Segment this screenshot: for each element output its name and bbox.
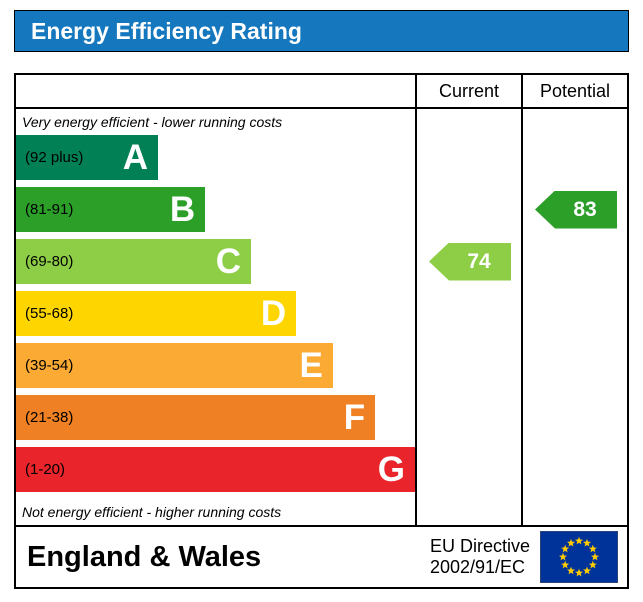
header-spacer [16, 75, 415, 107]
band-range-a: (92 plus) [25, 149, 84, 166]
band-row-d: (55-68) D [16, 291, 415, 336]
band-range-c: (69-80) [25, 253, 74, 270]
title-bar: Energy Efficiency Rating [14, 10, 629, 52]
band-letter-c: C [215, 242, 241, 281]
band-row-g: (1-20) G [16, 447, 415, 492]
band-range-e: (39-54) [25, 357, 74, 374]
band-letter-g: G [377, 450, 405, 489]
band-range-d: (55-68) [25, 305, 74, 322]
current-rating-value: 74 [467, 249, 491, 273]
band-bar-g: (1-20) G [16, 447, 415, 492]
band-bar-e: (39-54) E [16, 343, 333, 388]
region-label: England & Wales [27, 540, 262, 573]
band-letter-f: F [343, 398, 366, 437]
potential-rating-value: 83 [573, 197, 597, 221]
chart-header: Current Potential [16, 75, 627, 109]
eu-directive-label: EU Directive 2002/91/EC [430, 536, 540, 577]
band-row-e: (39-54) E [16, 343, 415, 388]
band-bar-a: (92 plus) A [16, 135, 159, 180]
current-rating-pointer: 74 [429, 242, 511, 281]
band-bar-f: (21-38) F [16, 395, 376, 440]
chart-body: Very energy efficient - lower running co… [16, 109, 627, 525]
eu-directive-line1: EU Directive [429, 536, 530, 557]
rating-chart-frame: Current Potential Very energy efficient … [14, 73, 629, 589]
band-letter-d: D [260, 294, 287, 333]
note-bottom: Not energy efficient - higher running co… [22, 504, 282, 520]
column-divider-current [415, 109, 417, 525]
note-top: Very energy efficient - lower running co… [22, 114, 283, 130]
band-bar-d: (55-68) D [16, 291, 297, 336]
band-row-b: (81-91) B 83 [16, 187, 617, 232]
band-letter-a: A [122, 138, 149, 177]
band-range-b: (81-91) [25, 201, 74, 218]
column-header-current: Current [415, 75, 521, 107]
page-title: Energy Efficiency Rating [31, 17, 302, 44]
column-divider-potential [521, 109, 523, 525]
band-range-f: (21-38) [25, 409, 74, 426]
potential-rating-pointer: 83 [535, 190, 617, 229]
band-bar-c: (69-80) C [16, 239, 251, 284]
band-row-c: (69-80) C 74 [16, 239, 511, 284]
band-range-g: (1-20) [25, 461, 66, 478]
band-letter-b: B [169, 190, 196, 229]
eu-flag-icon [540, 531, 618, 583]
band-bar-b: (81-91) B [16, 187, 206, 232]
band-letter-e: E [299, 346, 323, 385]
band-row-a: (92 plus) A [16, 135, 415, 180]
eu-directive-line2: 2002/91/EC [429, 557, 526, 577]
band-row-f: (21-38) F [16, 395, 415, 440]
column-header-potential: Potential [521, 75, 627, 107]
chart-footer: England & Wales EU Directive 2002/91/EC [16, 525, 627, 587]
